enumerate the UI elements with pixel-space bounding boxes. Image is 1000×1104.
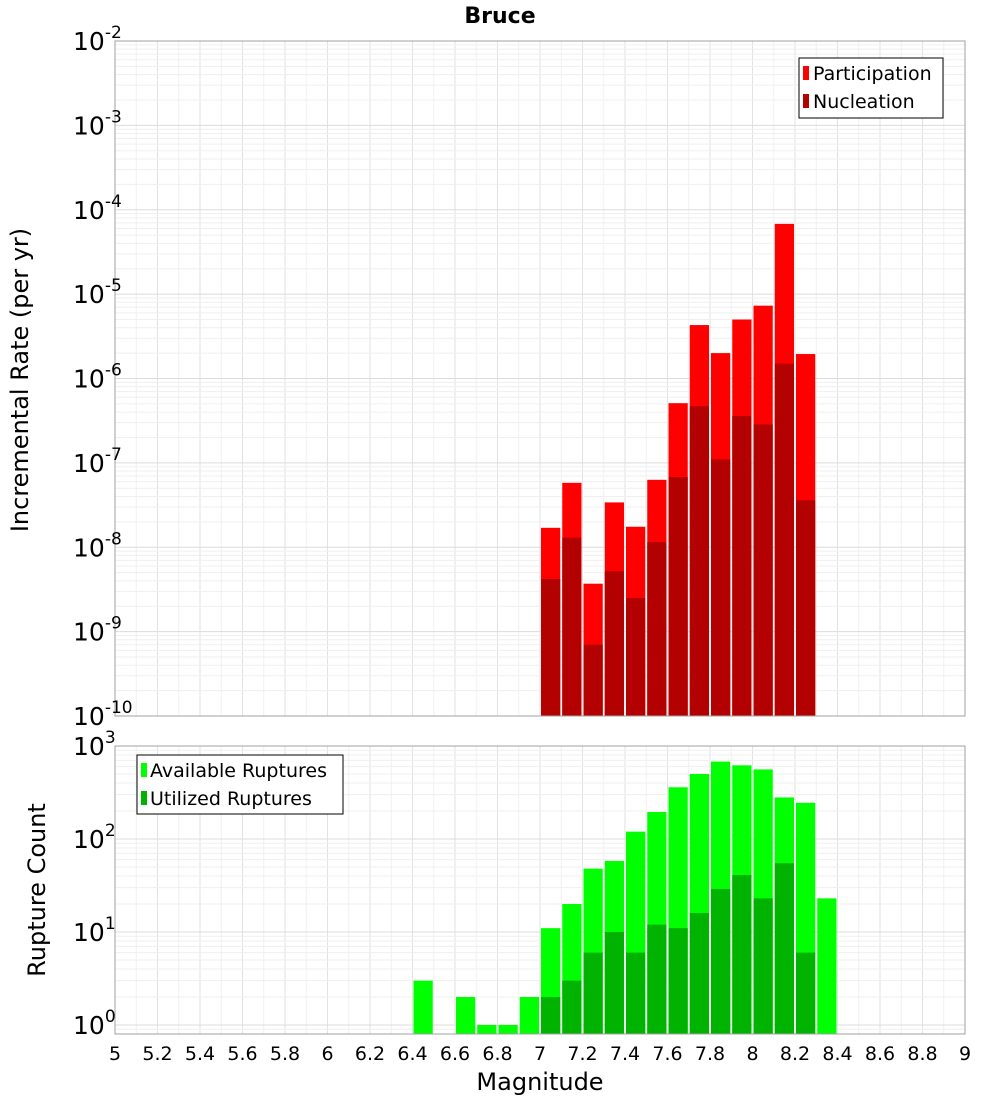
- x-tick-label: 8: [746, 1043, 758, 1065]
- bar-nucleation: [753, 424, 773, 716]
- bar-nucleation: [626, 598, 646, 716]
- x-tick-label: 7.2: [567, 1043, 597, 1065]
- y-tick-label: 103: [73, 728, 116, 761]
- top-plot-border: [114, 40, 966, 717]
- x-tick-label: 5.8: [270, 1043, 300, 1065]
- bar-nucleation: [711, 459, 731, 716]
- bottom-y-axis-label: Rupture Count: [23, 803, 51, 977]
- y-tick-label: 10-4: [73, 192, 122, 225]
- x-tick-label: 5.2: [142, 1043, 172, 1065]
- bottom-series-utilized-ruptures: [541, 863, 816, 1034]
- legend-swatch-nucleation: [803, 94, 809, 108]
- bar-nucleation: [732, 415, 752, 716]
- bar-available-ruptures: [817, 898, 837, 1034]
- bar-nucleation: [774, 363, 794, 716]
- bar-nucleation: [583, 644, 603, 716]
- bottom-y-tick-labels: 100 101 102 103: [73, 728, 116, 1040]
- legend-swatch-available: [141, 763, 147, 777]
- bar-utilized-ruptures: [796, 952, 816, 1034]
- bottom-chart-panel: Rupture Count Magnitude Available Ruptur…: [23, 728, 971, 1096]
- bar-utilized-ruptures: [604, 931, 624, 1034]
- bar-nucleation: [668, 477, 688, 716]
- y-tick-label: 10-3: [73, 107, 122, 140]
- legend-swatch-utilized: [141, 791, 147, 805]
- y-tick-label: 10-7: [73, 445, 122, 478]
- legend-swatch-participation: [803, 66, 809, 80]
- x-tick-label: 7: [534, 1043, 546, 1065]
- legend-label-utilized: Utilized Ruptures: [150, 788, 312, 810]
- x-tick-label: 7.6: [652, 1043, 682, 1065]
- x-tick-label: 7.4: [610, 1043, 640, 1065]
- top-chart-panel: Bruce Incremental Rate (per yr) Particip…: [6, 4, 966, 731]
- x-tick-label: 5: [109, 1043, 121, 1065]
- bar-available-ruptures: [498, 1024, 518, 1034]
- bar-utilized-ruptures: [668, 928, 688, 1034]
- bar-utilized-ruptures: [753, 898, 773, 1034]
- x-tick-label: 7.8: [695, 1043, 725, 1065]
- y-tick-label: 10-10: [73, 698, 133, 731]
- bar-nucleation: [604, 571, 624, 716]
- legend-label-available: Available Ruptures: [150, 760, 327, 782]
- bar-nucleation: [796, 500, 816, 716]
- top-y-tick-labels: 10-10 10-9 10-8 10-7 10-6 10-5 10-4 10-3 10-2: [73, 23, 133, 731]
- x-tick-label: 5.4: [185, 1043, 215, 1065]
- y-tick-label: 10-6: [73, 361, 122, 394]
- y-tick-label: 10-8: [73, 529, 122, 562]
- bar-utilized-ruptures: [541, 996, 561, 1034]
- x-tick-label: 9: [959, 1043, 971, 1065]
- x-tick-label: 6.8: [482, 1043, 512, 1065]
- bottom-legend-box: [136, 754, 344, 815]
- x-tick-label: 8.4: [822, 1043, 852, 1065]
- legend-label-participation: Participation: [813, 63, 932, 85]
- bar-nucleation: [562, 537, 582, 716]
- top-legend-box: [798, 57, 944, 119]
- y-tick-label: 101: [73, 914, 116, 947]
- top-legend: Participation Nucleation: [798, 57, 944, 119]
- y-tick-label: 10-9: [73, 614, 122, 647]
- bar-utilized-ruptures: [689, 913, 709, 1034]
- x-tick-label: 8.2: [780, 1043, 810, 1065]
- top-grid: [114, 40, 966, 717]
- y-tick-label: 10-2: [73, 23, 122, 56]
- chart-title: Bruce: [464, 4, 535, 29]
- bar-available-ruptures: [477, 1024, 497, 1034]
- top-y-axis-label: Incremental Rate (per yr): [6, 228, 34, 532]
- x-tick-label: 6: [321, 1043, 333, 1065]
- y-tick-label: 10-5: [73, 276, 122, 309]
- bar-nucleation: [647, 542, 667, 716]
- x-tick-label: 6.2: [355, 1043, 385, 1065]
- x-tick-label: 6.6: [440, 1043, 470, 1065]
- bar-available-ruptures: [456, 996, 476, 1034]
- y-tick-label: 102: [73, 821, 116, 854]
- x-tick-labels: 5 5.2 5.4 5.6 5.8 6 6.2 6.4 6.6 6.8 7 7.2 7.4 7.6 7.8 8…: [109, 1043, 971, 1065]
- y-tick-label: 100: [73, 1007, 116, 1040]
- bar-utilized-ruptures: [562, 980, 582, 1034]
- bar-available-ruptures: [519, 996, 539, 1034]
- bottom-plot-border: [114, 745, 966, 1035]
- bar-nucleation: [689, 406, 709, 716]
- bar-nucleation: [541, 579, 561, 716]
- bar-utilized-ruptures: [583, 952, 603, 1034]
- x-tick-label: 6.4: [397, 1043, 427, 1065]
- bar-utilized-ruptures: [732, 875, 752, 1034]
- bar-utilized-ruptures: [711, 888, 731, 1034]
- x-tick-label: 8.8: [907, 1043, 937, 1065]
- bar-utilized-ruptures: [774, 863, 794, 1034]
- legend-label-nucleation: Nucleation: [813, 91, 915, 113]
- top-series-nucleation: [541, 363, 816, 716]
- bar-available-ruptures: [413, 980, 433, 1034]
- bar-utilized-ruptures: [647, 924, 667, 1034]
- bar-utilized-ruptures: [626, 952, 646, 1034]
- x-tick-label: 8.6: [865, 1043, 895, 1065]
- x-tick-label: 5.6: [227, 1043, 257, 1065]
- bottom-legend: Available Ruptures Utilized Ruptures: [136, 754, 344, 815]
- x-axis-label: Magnitude: [476, 1068, 603, 1096]
